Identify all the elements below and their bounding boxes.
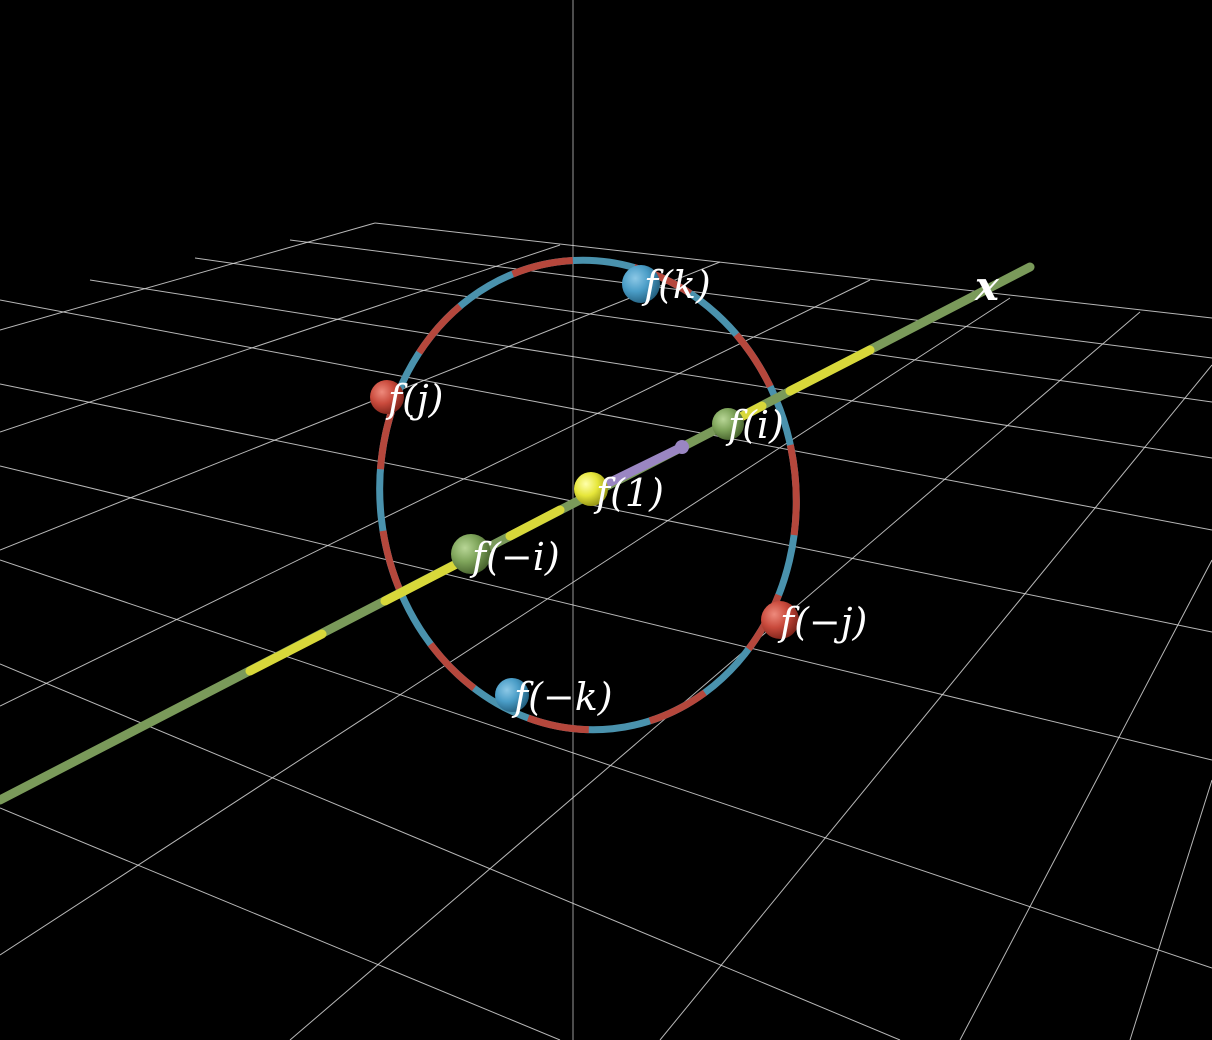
sphere-blue-icon bbox=[495, 678, 529, 712]
label-f-neg-k: f(−k) bbox=[511, 675, 613, 719]
sphere-green-icon bbox=[451, 534, 491, 574]
label-f-neg-i: f(−i) bbox=[469, 535, 560, 579]
point-f-neg-j[interactable]: f(−j) bbox=[761, 600, 867, 644]
point-f-j[interactable]: f(j) bbox=[370, 377, 444, 421]
label-f-1: f(1) bbox=[593, 471, 664, 515]
point-f-neg-i[interactable]: f(−i) bbox=[451, 534, 560, 579]
sphere-green-icon bbox=[712, 408, 744, 440]
sphere-blue-icon bbox=[622, 265, 660, 303]
sphere-yellow-icon bbox=[574, 472, 608, 506]
label-f-j: f(j) bbox=[385, 377, 444, 421]
label-f-k: f(k) bbox=[641, 263, 711, 307]
x-axis-label: x bbox=[974, 263, 1000, 310]
sphere-red-icon bbox=[370, 380, 404, 414]
point-f-1[interactable]: f(1) bbox=[574, 471, 664, 515]
point-f-k[interactable]: f(k) bbox=[622, 263, 711, 307]
label-f-i: f(i) bbox=[725, 403, 784, 447]
point-f-neg-k[interactable]: f(−k) bbox=[495, 675, 613, 719]
unit-circle-ring bbox=[376, 256, 800, 734]
sphere-red-icon bbox=[761, 601, 799, 639]
label-f-neg-j: f(−j) bbox=[777, 600, 867, 644]
point-f-i[interactable]: f(i) bbox=[712, 403, 784, 447]
